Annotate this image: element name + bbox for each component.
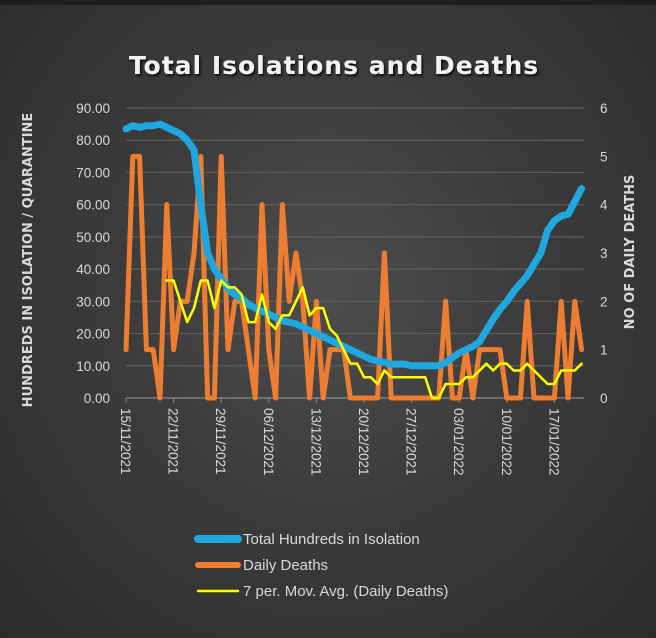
legend-label: 7 per. Mov. Avg. (Daily Deaths) <box>243 583 448 600</box>
y2-tick-label: 5 <box>600 149 608 164</box>
x-tick-label: 03/01/2022 <box>451 408 466 476</box>
y2-tick-label: 6 <box>600 101 608 116</box>
legend-label: Daily Deaths <box>243 557 328 574</box>
x-tick-label: 06/12/2021 <box>261 408 276 476</box>
y-tick-label: 40.00 <box>76 262 110 277</box>
x-tick-label: 29/11/2021 <box>213 408 228 475</box>
series-7-per-mov-avg-daily-deaths <box>165 279 583 400</box>
y-tick-label: 20.00 <box>76 327 110 342</box>
y2-tick-label: 1 <box>600 343 608 358</box>
x-tick-label: 20/12/2021 <box>356 408 371 476</box>
x-axis: 15/11/2021 22/11/2021 29/11/2021 06/12/2021… <box>118 397 584 476</box>
y-tick-label: 30.00 <box>76 294 110 309</box>
x-tick-label: 22/11/2021 <box>166 408 181 475</box>
legend: Total Hundreds in Isolation Daily Deaths 7… <box>194 531 448 600</box>
series-line <box>165 279 583 400</box>
y2-axis-ticks: 0 1 2 3 4 5 6 <box>600 101 608 406</box>
y-tick-label: 0.00 <box>84 391 110 406</box>
y2-tick-label: 0 <box>600 391 608 406</box>
x-tick-label: 27/12/2021 <box>404 408 419 476</box>
y-tick-label: 60.00 <box>76 198 110 213</box>
series-group <box>122 120 586 401</box>
legend-item: Daily Deaths <box>195 557 328 574</box>
x-tick-label: 10/01/2022 <box>499 408 514 476</box>
y-tick-label: 50.00 <box>76 230 110 245</box>
y-tick-label: 90.00 <box>76 101 110 116</box>
chart-title: Total Isolations and Deaths <box>129 51 539 80</box>
y2-tick-label: 3 <box>600 246 608 261</box>
y2-axis-title: NO OF DAILY DEATHS <box>623 175 638 330</box>
legend-item: Total Hundreds in Isolation <box>194 531 420 548</box>
top-border <box>0 0 656 5</box>
x-tick-label: 13/12/2021 <box>308 408 323 476</box>
y-tick-label: 80.00 <box>76 133 110 148</box>
series-total-hundreds-in-isolation <box>122 120 586 370</box>
x-tick-label: 15/11/2021 <box>118 408 133 475</box>
y-tick-label: 70.00 <box>76 165 110 180</box>
legend-item: 7 per. Mov. Avg. (Daily Deaths) <box>196 583 448 600</box>
series-line <box>123 153 585 401</box>
y-axis-ticks: 0.00 10.00 20.00 30.00 40.00 50.00 60.00 70.00 8… <box>76 101 110 406</box>
series-daily-deaths <box>123 153 585 401</box>
y2-tick-label: 4 <box>600 198 608 213</box>
x-tick-label: 17/01/2022 <box>546 408 561 476</box>
y-axis-title: HUNDREDS IN ISOLATION / QUARANTINE <box>21 113 36 408</box>
series-line <box>122 120 586 370</box>
y-tick-label: 10.00 <box>76 359 110 374</box>
y2-tick-label: 2 <box>600 294 608 309</box>
legend-label: Total Hundreds in Isolation <box>243 531 420 548</box>
